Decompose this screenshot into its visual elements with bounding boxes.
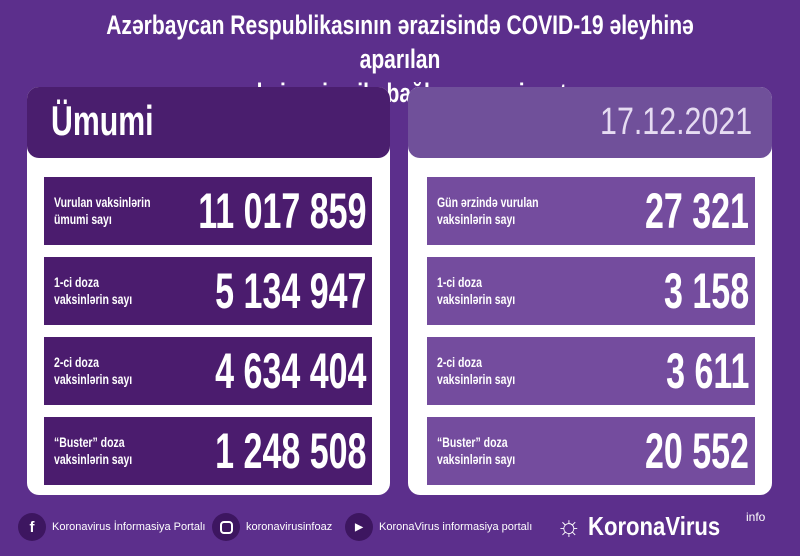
row-label: 2-ci doza vaksinlərin sayı [54,354,133,387]
daily-card: 17.12.2021 Gün ərzində vurulan vaksinləri… [408,87,772,495]
total-row: Vurulan vaksinlərin ümumi sayı 11 017 859 [44,177,372,245]
row-value: 11 017 859 [197,183,366,239]
total-heading: Ümumi [51,97,154,144]
row-value: 27 321 [645,183,749,239]
row-label: 1-ci doza vaksinlərin sayı [437,274,516,307]
title-line-1: Azərbaycan Respublikasının ərazisində CO… [106,10,694,74]
row-label: Vurulan vaksinlərin ümumi sayı [54,194,151,227]
total-header: Ümumi [27,87,390,158]
daily-row: “Buster” doza vaksinlərin sayı 20 552 [427,417,755,485]
row-value: 20 552 [645,423,749,479]
footer: f Koronavirus İnformasiya Portalı korona… [0,510,800,550]
instagram-link[interactable]: koronavirusinfoaz [212,513,332,541]
row-value: 3 158 [663,263,749,319]
facebook-link[interactable]: f Koronavirus İnformasiya Portalı [18,513,205,541]
total-row: 2-ci doza vaksinlərin sayı 4 634 404 [44,337,372,405]
row-value: 5 134 947 [214,263,366,319]
row-label: 1-ci doza vaksinlərin sayı [54,274,133,307]
row-label: “Buster” doza vaksinlərin sayı [437,434,516,467]
sun-virus-icon: ☼ [556,510,582,541]
facebook-icon: f [18,513,46,541]
koronavirus-logo: ☼ KoronaVirus info [556,510,766,541]
daily-row: Gün ərzində vurulan vaksinlərin sayı 27 3… [427,177,755,245]
instagram-icon [212,513,240,541]
row-label: “Buster” doza vaksinlərin sayı [54,434,133,467]
youtube-link[interactable]: ▶ KoronaVirus informasiya portalı [345,513,532,541]
daily-header: 17.12.2021 [408,87,772,158]
total-row: “Buster” doza vaksinlərin sayı 1 248 508 [44,417,372,485]
daily-row: 2-ci doza vaksinlərin sayı 3 611 [427,337,755,405]
row-value: 4 634 404 [214,343,366,399]
report-date: 17.12.2021 [599,101,752,143]
total-card: Ümumi Vurulan vaksinlərin ümumi sayı 11 0… [27,87,390,495]
total-row: 1-ci doza vaksinlərin sayı 5 134 947 [44,257,372,325]
youtube-icon: ▶ [345,513,373,541]
row-label: Gün ərzində vurulan vaksinlərin sayı [437,194,539,227]
row-value: 1 248 508 [214,423,366,479]
row-value: 3 611 [665,343,749,399]
daily-row: 1-ci doza vaksinlərin sayı 3 158 [427,257,755,325]
row-label: 2-ci doza vaksinlərin sayı [437,354,516,387]
